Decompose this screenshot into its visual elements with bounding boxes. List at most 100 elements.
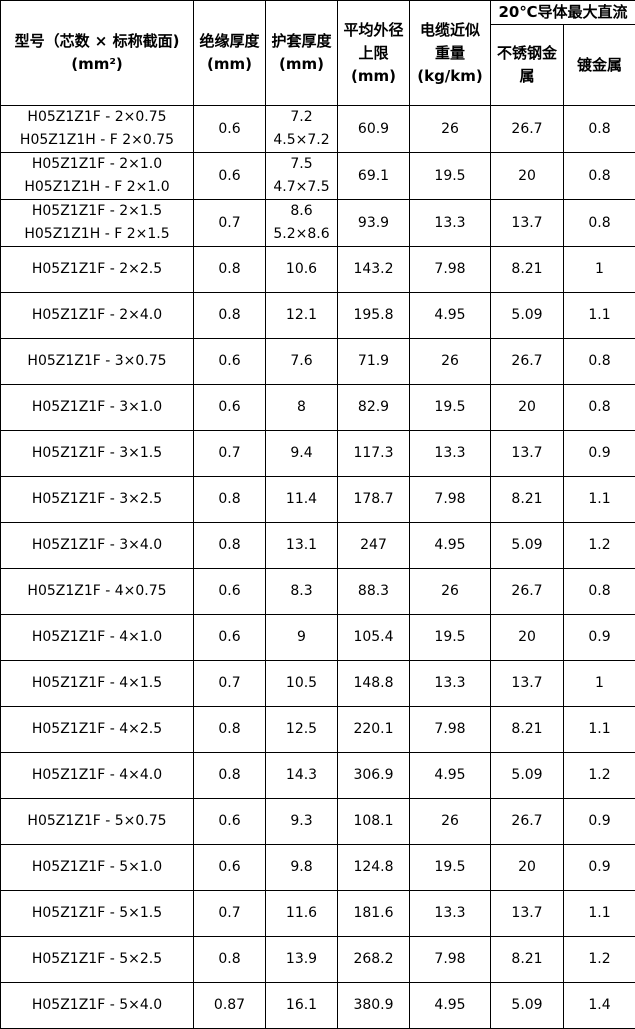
cell-stainless: 20	[491, 615, 564, 661]
cell-plated: 1	[564, 661, 635, 707]
cell-model-line: H05Z1Z1F - 4×4.0	[1, 764, 193, 787]
cell-model-line: H05Z1Z1F - 3×1.0	[1, 396, 193, 419]
cell-sheath: 9.3	[266, 799, 338, 845]
cell-stainless: 20	[491, 845, 564, 891]
header-stainless: 不锈钢金属	[491, 25, 564, 106]
cell-diameter: 268.2	[338, 937, 410, 983]
cell-weight: 4.95	[410, 293, 491, 339]
cell-stainless: 5.09	[491, 523, 564, 569]
cell-plated: 0.8	[564, 200, 635, 247]
cell-model-line: H05Z1Z1F - 5×1.0	[1, 856, 193, 879]
cell-sheath-line: 8.3	[266, 580, 337, 603]
cell-model-line: H05Z1Z1F - 4×0.75	[1, 580, 193, 603]
cell-stainless: 5.09	[491, 293, 564, 339]
cell-weight: 7.98	[410, 477, 491, 523]
cell-sheath-line: 7.2	[266, 106, 337, 129]
cell-model-line: H05Z1Z1F - 2×0.75	[1, 106, 193, 129]
cell-sheath: 9.4	[266, 431, 338, 477]
cell-stainless: 8.21	[491, 707, 564, 753]
cell-insulation: 0.8	[194, 753, 266, 799]
cell-weight: 19.5	[410, 153, 491, 200]
cell-sheath-line: 9.4	[266, 442, 337, 465]
cell-stainless: 26.7	[491, 106, 564, 153]
cell-model-line: H05Z1Z1F - 3×1.5	[1, 442, 193, 465]
cell-sheath: 7.6	[266, 339, 338, 385]
cell-diameter: 178.7	[338, 477, 410, 523]
cell-sheath-line: 10.5	[266, 672, 337, 695]
cell-weight: 26	[410, 106, 491, 153]
cell-insulation: 0.6	[194, 106, 266, 153]
cell-insulation: 0.8	[194, 247, 266, 293]
cell-model-line: H05Z1Z1F - 4×1.0	[1, 626, 193, 649]
header-outer-diameter: 平均外径上限(mm)	[338, 1, 410, 106]
cell-diameter: 124.8	[338, 845, 410, 891]
cell-plated: 1.1	[564, 891, 635, 937]
cell-sheath-line: 10.6	[266, 258, 337, 281]
cell-model: H05Z1Z1F - 3×4.0	[1, 523, 194, 569]
cell-model: H05Z1Z1F - 2×2.5	[1, 247, 194, 293]
cell-diameter: 148.8	[338, 661, 410, 707]
cell-insulation: 0.8	[194, 293, 266, 339]
cell-insulation: 0.6	[194, 845, 266, 891]
cell-sheath-line: 12.5	[266, 718, 337, 741]
cell-plated: 1.1	[564, 477, 635, 523]
cell-diameter: 117.3	[338, 431, 410, 477]
cell-model-line: H05Z1Z1F - 3×4.0	[1, 534, 193, 557]
cell-model-line: H05Z1Z1F - 4×2.5	[1, 718, 193, 741]
cell-stainless: 5.09	[491, 983, 564, 1029]
cell-weight: 13.3	[410, 661, 491, 707]
cell-model: H05Z1Z1F - 5×0.75	[1, 799, 194, 845]
cell-diameter: 105.4	[338, 615, 410, 661]
cell-insulation: 0.8	[194, 707, 266, 753]
cell-stainless: 5.09	[491, 753, 564, 799]
cell-sheath-line: 7.6	[266, 350, 337, 373]
cell-sheath-line: 11.4	[266, 488, 337, 511]
cell-stainless: 13.7	[491, 431, 564, 477]
header-resistance-group: 20℃导体最大直流	[491, 1, 635, 25]
cell-plated: 0.9	[564, 845, 635, 891]
cell-weight: 4.95	[410, 983, 491, 1029]
cell-model-line: H05Z1Z1F - 5×0.75	[1, 810, 193, 833]
cell-model: H05Z1Z1F - 3×2.5	[1, 477, 194, 523]
cell-plated: 0.8	[564, 153, 635, 200]
cell-plated: 1.2	[564, 753, 635, 799]
cell-model-line: H05Z1Z1F - 2×2.5	[1, 258, 193, 281]
cell-plated: 0.8	[564, 569, 635, 615]
cell-weight: 4.95	[410, 523, 491, 569]
cell-insulation: 0.6	[194, 385, 266, 431]
cell-diameter: 181.6	[338, 891, 410, 937]
cell-sheath-line: 16.1	[266, 994, 337, 1017]
cell-sheath-line: 11.6	[266, 902, 337, 925]
header-insulation: 绝缘厚度(mm)	[194, 1, 266, 106]
cell-weight: 19.5	[410, 385, 491, 431]
cell-plated: 0.8	[564, 106, 635, 153]
cell-sheath-line: 8.6	[266, 200, 337, 223]
cell-insulation: 0.6	[194, 569, 266, 615]
cell-sheath-line: 9.8	[266, 856, 337, 879]
cell-sheath: 8	[266, 385, 338, 431]
cell-diameter: 247	[338, 523, 410, 569]
cell-model-line: H05Z1Z1F - 2×4.0	[1, 304, 193, 327]
cell-diameter: 88.3	[338, 569, 410, 615]
cell-model-line: H05Z1Z1F - 2×1.0	[1, 153, 193, 176]
cell-model: H05Z1Z1F - 3×0.75	[1, 339, 194, 385]
cell-weight: 4.95	[410, 753, 491, 799]
cell-sheath: 11.4	[266, 477, 338, 523]
